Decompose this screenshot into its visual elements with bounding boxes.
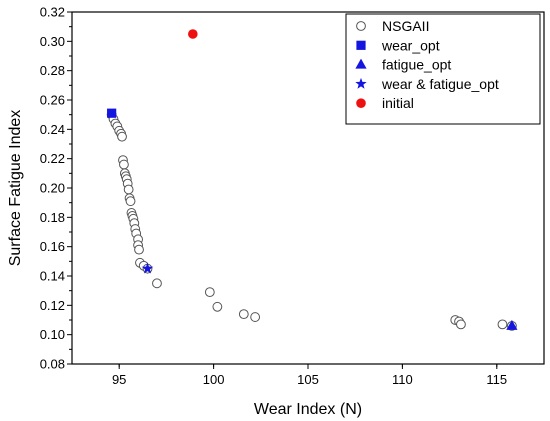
legend-box: [345, 13, 541, 125]
point-nsgaii: [212, 301, 223, 312]
point-nsgaii: [119, 159, 129, 170]
axis-ticks: 95 100 105 110 115 0.08 0.10 0.12 0.14 0.16 0.18 0.…: [40, 5, 507, 388]
legend-label-fatigue-opt: fatigue_opt: [382, 57, 451, 73]
point-nsgaii: [250, 312, 261, 322]
point-nsgaii: [497, 319, 508, 330]
x-tick-label: 95: [112, 372, 126, 387]
legend-marker-fatigue-opt: [355, 58, 367, 69]
legend-marker-initial: [356, 98, 366, 108]
point-initial: [188, 29, 198, 39]
x-tick-label: 100: [203, 372, 225, 387]
legend-label-nsgaii: NSGAII: [382, 18, 429, 34]
x-tick-label: 105: [297, 372, 319, 387]
x-axis-label: Wear Index (N): [254, 401, 362, 418]
legend-label-wear-fatigue-opt: wear & fatigue_opt: [381, 76, 499, 92]
point-wear-opt: [107, 108, 117, 118]
legend-marker-wear-fatigue-opt: [355, 77, 367, 89]
y-tick-label: 0.28: [40, 63, 65, 78]
y-tick-label: 0.20: [40, 181, 65, 196]
y-tick-label: 0.12: [40, 298, 65, 313]
legend-label-wear-opt: wear_opt: [381, 37, 440, 53]
x-tick-label: 110: [392, 372, 413, 387]
point-nsgaii: [134, 244, 144, 255]
y-tick-label: 0.30: [40, 34, 65, 49]
y-tick-label: 0.08: [40, 357, 65, 372]
point-nsgaii: [456, 319, 466, 330]
point-nsgaii: [152, 278, 162, 289]
y-axis-label: Surface Fatigue Index: [7, 110, 24, 267]
point-wear-fatigue-opt: [141, 262, 154, 274]
y-tick-label: 0.18: [40, 210, 65, 225]
data-points: [106, 29, 518, 331]
point-nsgaii: [238, 309, 249, 320]
point-nsgaii: [123, 184, 134, 195]
point-fatigue-opt: [506, 319, 518, 330]
y-tick-label: 0.24: [40, 122, 65, 137]
point-nsgaii: [204, 287, 215, 298]
y-tick-label: 0.26: [40, 93, 65, 108]
point-nsgaii: [125, 196, 136, 207]
legend-label-initial: initial: [382, 95, 414, 111]
legend-marker-nsgaii: [356, 21, 366, 31]
x-tick-label: 115: [486, 372, 507, 387]
y-tick-label: 0.10: [40, 327, 65, 342]
y-tick-label: 0.32: [40, 5, 65, 20]
y-tick-label: 0.16: [40, 239, 65, 254]
point-nsgaii: [117, 131, 127, 142]
legend-marker-wear-opt: [356, 40, 366, 50]
y-tick-label: 0.14: [40, 269, 65, 284]
y-tick-label: 0.22: [40, 151, 65, 166]
